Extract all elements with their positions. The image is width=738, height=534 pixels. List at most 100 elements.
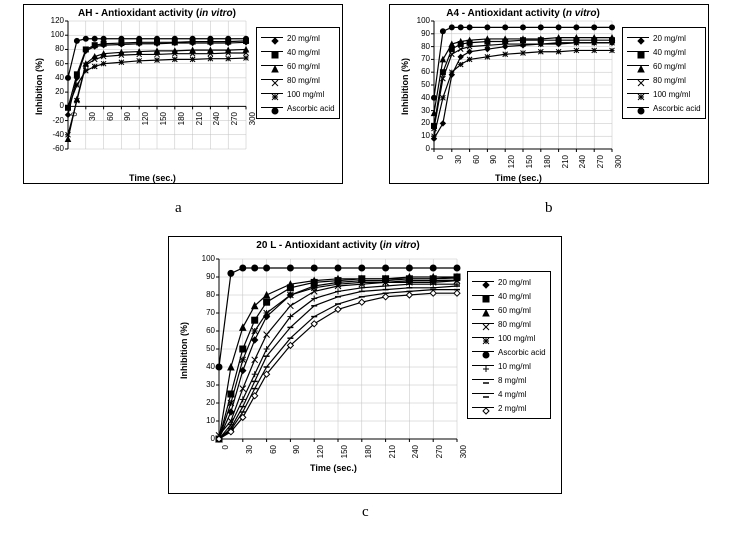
data-point [574,25,579,30]
data-point [228,400,234,406]
legend-item: 40 mg/ml [261,45,335,59]
data-point [240,357,246,363]
y-tick-label: 20 [195,398,215,407]
data-point [244,55,249,60]
y-tick-label: 60 [195,326,215,335]
data-point [287,292,293,298]
x-tick-label: 30 [454,155,463,175]
chart-title: A4 - Antioxidant activity (n vitro) [434,8,612,19]
data-point [521,36,526,41]
legend-marker [472,333,494,343]
legend-label: 100 mg/ml [287,90,324,99]
x-tick-label: 0 [70,112,79,132]
data-point [440,121,445,126]
data-point [503,44,508,49]
legend-marker [472,375,494,385]
legend-label: Ascorbic acid [287,104,335,113]
y-tick-label: -20 [44,116,64,125]
legend-label: 20 mg/ml [287,34,320,43]
data-point [592,35,597,40]
data-point [74,72,79,77]
data-point [92,36,97,41]
data-point [74,38,79,43]
data-point [119,60,124,65]
data-point [383,294,389,300]
data-point [311,285,317,291]
x-tick-label: 180 [543,155,552,175]
legend-marker [627,103,649,113]
x-tick-label: 270 [230,112,239,132]
data-point [83,36,88,41]
y-tick-label: 40 [195,362,215,371]
y-tick-label: -40 [44,130,64,139]
data-point [449,70,454,75]
data-point [467,49,472,54]
y-tick-label: 80 [410,42,430,51]
y-tick-label: 90 [410,29,430,38]
legend-item: Ascorbic acid [627,101,701,115]
legend-marker [261,47,283,57]
legend-item: 2 mg/ml [472,401,546,415]
y-axis-label: Inhibition (%) [400,58,410,115]
legend-label: 80 mg/ml [653,76,686,85]
data-point [252,265,258,271]
legend-label: 8 mg/ml [498,376,526,385]
legend-marker [472,291,494,301]
data-point [458,62,463,67]
data-point [610,35,615,40]
plot-area [434,21,612,149]
legend-item: Ascorbic acid [261,101,335,115]
data-point [449,42,454,47]
data-point [449,25,454,30]
data-point [208,56,213,61]
data-point [137,58,142,63]
data-point [155,36,160,41]
data-point [264,265,270,271]
y-tick-label: 100 [195,254,215,263]
legend-marker [472,347,494,357]
legend: 20 mg/ml40 mg/ml60 mg/ml80 mg/ml100 mg/m… [256,27,340,119]
y-tick-label: 70 [410,54,430,63]
x-tick-label: 30 [245,445,254,465]
data-point [454,265,460,271]
legend-item: 4 mg/ml [472,387,546,401]
data-point [467,57,472,62]
x-tick-label: 150 [525,155,534,175]
x-tick-label: 60 [269,445,278,465]
data-point [66,137,71,142]
x-tick-label: 210 [388,445,397,465]
y-tick-label: 0 [410,144,430,153]
data-point [172,57,177,62]
data-point [610,25,615,30]
data-point [440,57,445,62]
data-point [335,288,341,294]
legend-marker [472,389,494,399]
data-point [574,48,579,53]
data-point [92,43,97,48]
data-point [101,41,106,46]
y-tick-label: 10 [410,131,430,140]
data-point [119,36,124,41]
data-point [440,95,445,100]
y-tick-label: 90 [195,272,215,281]
subcaption-c: c [362,504,369,521]
data-point [190,36,195,41]
legend-marker [472,361,494,371]
legend-label: 60 mg/ml [287,62,320,71]
x-axis-label: Time (sec.) [129,173,176,183]
data-point [538,36,543,41]
x-tick-label: 270 [435,445,444,465]
legend-label: 10 mg/ml [498,362,531,371]
legend-label: Ascorbic acid [498,348,546,357]
legend-marker [472,305,494,315]
legend: 20 mg/ml40 mg/ml60 mg/ml80 mg/ml100 mg/m… [622,27,706,119]
data-point [137,36,142,41]
data-point [432,95,437,100]
data-point [172,36,177,41]
plot-area [219,259,457,439]
data-point [454,290,460,296]
data-point [226,56,231,61]
legend-marker [261,89,283,99]
data-point [556,25,561,30]
y-tick-label: 20 [410,118,430,127]
